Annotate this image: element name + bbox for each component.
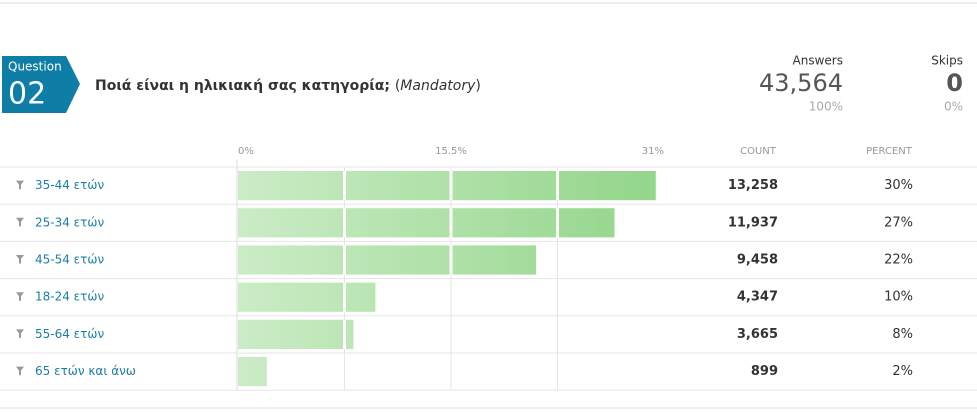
category-label: 25-34 ετών	[35, 215, 104, 229]
count-header: COUNT	[740, 146, 777, 157]
answers-percent: 100%	[809, 100, 843, 114]
bar	[238, 282, 376, 312]
answers-label: Answers	[793, 54, 843, 68]
category-label: 18-24 ετών	[35, 290, 104, 304]
filter-icon	[16, 180, 24, 190]
question-text: Ποιά είναι η ηλικιακή σας κατηγορία; (Ma…	[95, 78, 481, 94]
answers-count: 43,564	[759, 69, 843, 97]
bar	[238, 245, 537, 275]
category-label: 65 ετών και άνω	[35, 364, 136, 378]
bar	[238, 357, 267, 387]
count-value: 11,937	[728, 215, 778, 230]
filter-icon	[16, 329, 24, 339]
question-number: 02	[8, 77, 46, 112]
question-label: Question	[8, 60, 62, 74]
bar	[238, 208, 615, 238]
question-badge	[2, 56, 80, 113]
skips-percent: 0%	[944, 100, 963, 114]
filter-icon	[16, 292, 24, 302]
bar	[238, 319, 354, 349]
count-value: 13,258	[728, 178, 778, 193]
skips-label: Skips	[931, 54, 963, 68]
x-tick-label: 15.5%	[435, 146, 467, 157]
skips-count: 0	[946, 69, 963, 97]
count-value: 4,347	[737, 290, 778, 305]
count-value: 899	[751, 364, 778, 379]
x-tick-label: 0%	[238, 146, 254, 157]
filter-icon	[16, 366, 24, 376]
percent-value: 2%	[892, 364, 913, 379]
percent-value: 22%	[884, 253, 913, 268]
percent-header: PERCENT	[866, 146, 913, 157]
category-label: 55-64 ετών	[35, 327, 104, 341]
bar	[238, 171, 656, 201]
filter-icon	[16, 217, 24, 227]
x-tick-label: 31%	[642, 146, 664, 157]
percent-value: 27%	[884, 215, 913, 230]
count-value: 9,458	[737, 253, 778, 268]
percent-value: 10%	[884, 290, 913, 305]
count-value: 3,665	[737, 327, 778, 342]
filter-icon	[16, 255, 24, 264]
percent-value: 8%	[892, 327, 913, 342]
category-label: 45-54 ετών	[35, 253, 104, 267]
percent-value: 30%	[884, 178, 913, 193]
category-label: 35-44 ετών	[35, 178, 104, 192]
